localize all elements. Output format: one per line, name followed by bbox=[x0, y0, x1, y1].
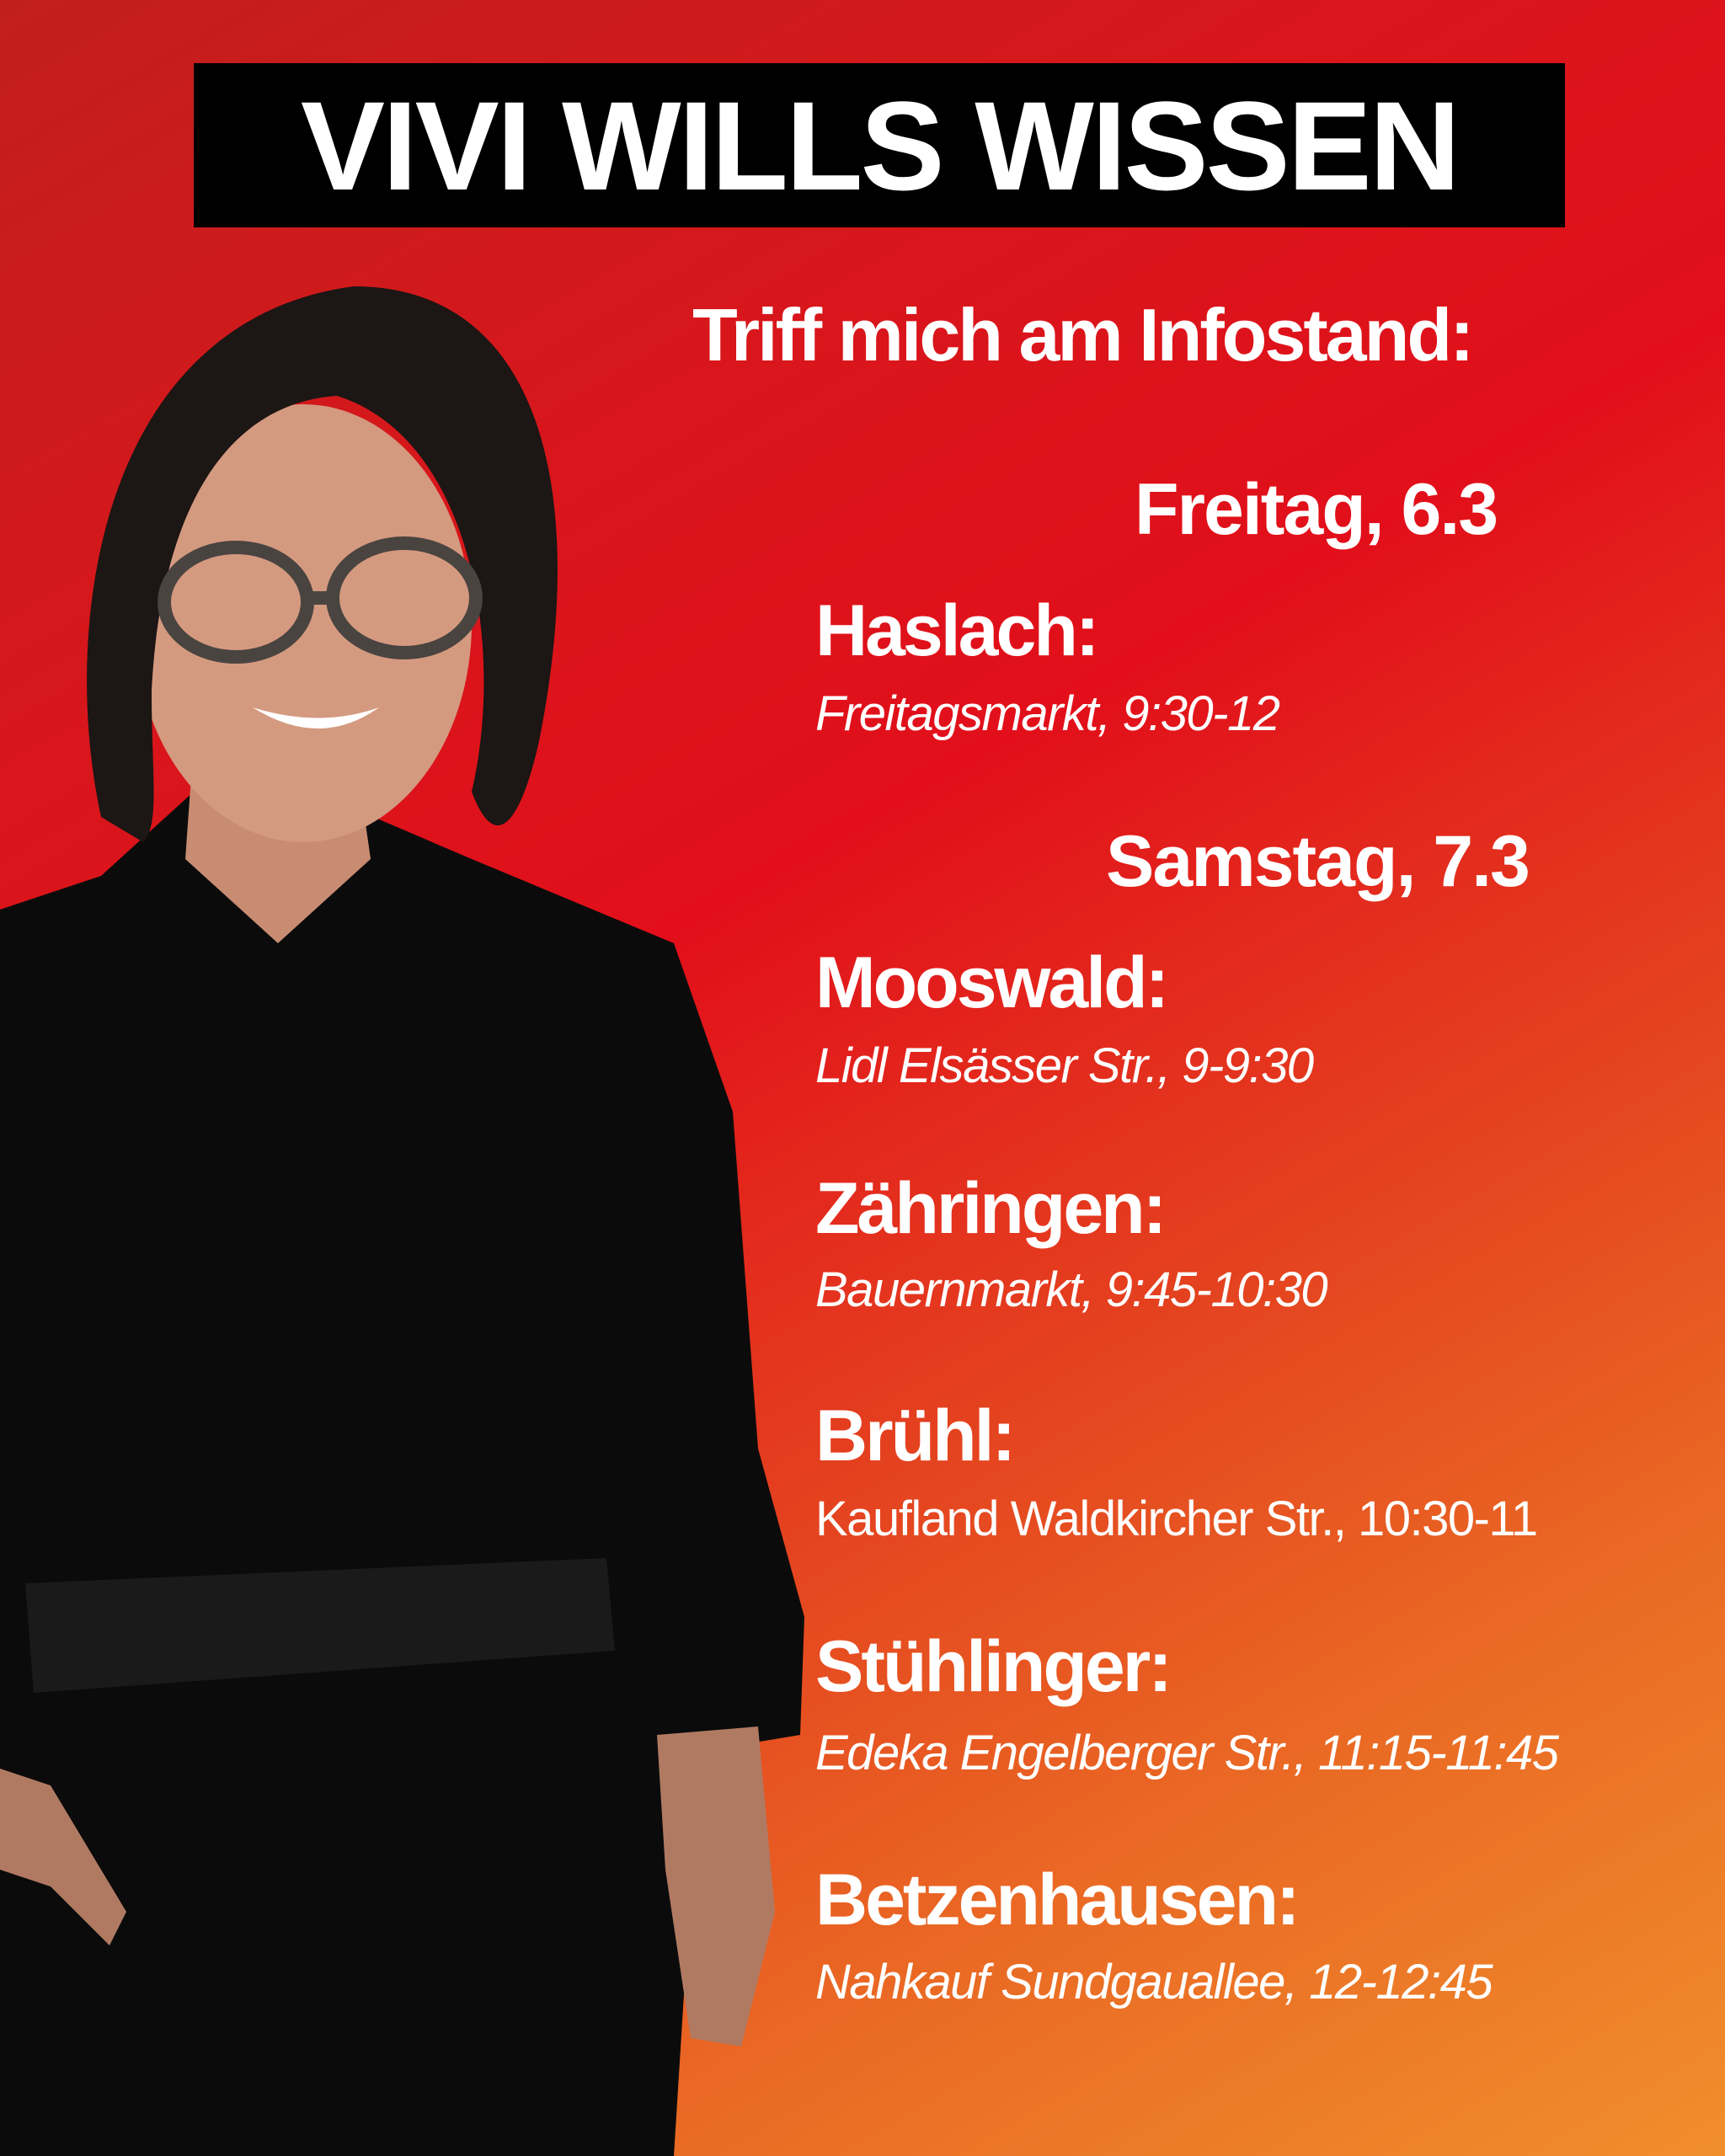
location-detail: Lidl Elsässer Str., 9-9:30 bbox=[815, 1038, 1314, 1093]
black-shirt bbox=[0, 792, 804, 2156]
location-name: Brühl: bbox=[815, 1396, 1016, 1476]
intro-heading: Triff mich am Infostand: bbox=[692, 293, 1474, 376]
location-name: Stühlinger: bbox=[815, 1626, 1172, 1707]
portrait-photo bbox=[0, 286, 804, 2156]
location-detail: Freitagsmarkt, 9:30-12 bbox=[815, 686, 1280, 741]
location-name: Haslach: bbox=[815, 590, 1099, 671]
location-detail: Kaufland Waldkircher Str., 10:30-11 bbox=[815, 1492, 1538, 1546]
location-detail: Edeka Engelberger Str., 11:15-11:45 bbox=[815, 1726, 1559, 1780]
belt bbox=[25, 1558, 615, 1693]
location-name: Betzenhausen: bbox=[815, 1860, 1300, 1940]
location-detail: Nahkauf Sundgauallee, 12-12:45 bbox=[815, 1955, 1493, 2009]
title-banner: VIVI WILLS WISSEN bbox=[194, 63, 1565, 227]
day-heading-friday: Freitag, 6.3 bbox=[1135, 469, 1498, 550]
day-heading-saturday: Samstag, 7.3 bbox=[1106, 821, 1530, 902]
left-hand bbox=[0, 1769, 126, 1945]
smile bbox=[253, 707, 379, 728]
location-name: Zähringen: bbox=[815, 1168, 1167, 1249]
location-name: Mooswald: bbox=[815, 942, 1169, 1023]
hair bbox=[87, 286, 558, 842]
location-detail: Bauernmarkt, 9:45-10:30 bbox=[815, 1262, 1328, 1317]
page-title: VIVI WILLS WISSEN bbox=[300, 74, 1461, 216]
hand bbox=[657, 1726, 775, 2047]
glasses-icon bbox=[158, 536, 483, 664]
